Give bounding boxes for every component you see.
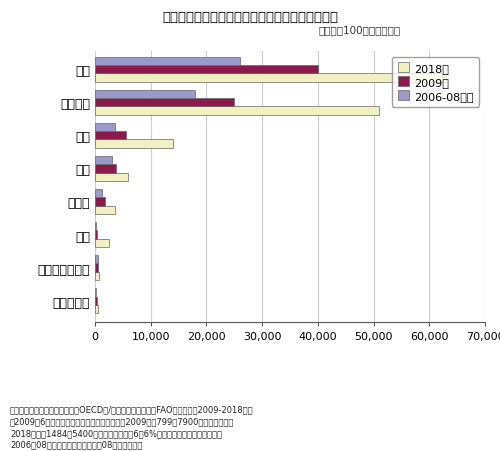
- Bar: [95, 305, 98, 313]
- Bar: [95, 107, 379, 115]
- Bar: [95, 264, 98, 272]
- Bar: [95, 206, 114, 214]
- Legend: 2018年, 2009年, 2006-08平均: 2018年, 2009年, 2006-08平均: [392, 57, 480, 107]
- Bar: [95, 140, 173, 148]
- Bar: [95, 198, 105, 206]
- Bar: [95, 58, 240, 66]
- Bar: [95, 297, 96, 305]
- Bar: [95, 66, 318, 74]
- Text: （単位：100万リットル）: （単位：100万リットル）: [319, 25, 401, 35]
- Bar: [95, 99, 234, 107]
- Text: 図１．バイオエタノール生産の現状と今後の予測: 図１．バイオエタノール生産の現状と今後の予測: [162, 11, 338, 24]
- Bar: [95, 239, 109, 248]
- Text: （資料）「経済開発協力機構（OECD）/国連食糧農業機関（FAO）農業観測2009-2018年」
（2009年6月）より作成。世界全体の生産量は2009年の79: （資料）「経済開発協力機構（OECD）/国連食糧農業機関（FAO）農業観測200…: [10, 405, 254, 449]
- Bar: [95, 156, 112, 165]
- Bar: [95, 272, 100, 281]
- Bar: [95, 132, 126, 140]
- Bar: [95, 189, 102, 198]
- Bar: [95, 223, 96, 231]
- Bar: [95, 124, 114, 132]
- Bar: [95, 256, 98, 264]
- Bar: [95, 74, 446, 83]
- Bar: [95, 289, 96, 297]
- Bar: [95, 173, 128, 181]
- Bar: [95, 231, 97, 239]
- Bar: [95, 165, 116, 173]
- Bar: [95, 91, 196, 99]
